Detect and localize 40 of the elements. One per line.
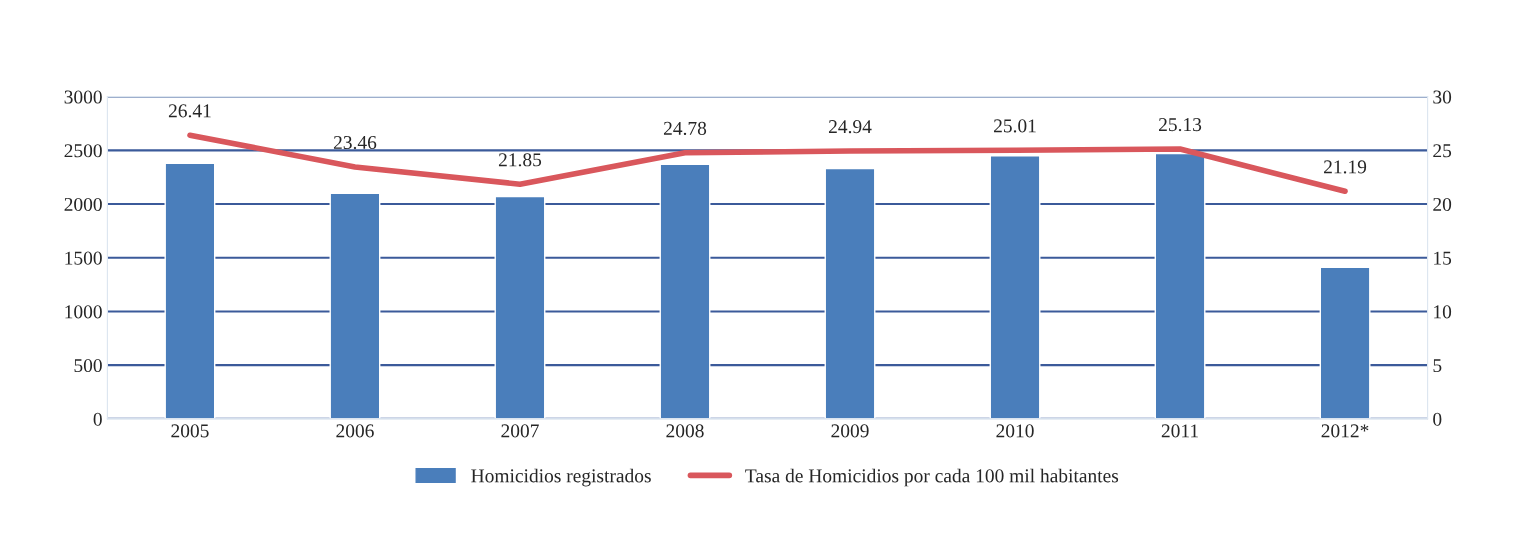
y2-tick-label: 20 bbox=[1433, 197, 1452, 211]
legend-label: Homicidios registrados bbox=[471, 468, 651, 487]
x-tick-label: 2010 bbox=[996, 424, 1034, 438]
y2-tick-label: 5 bbox=[1433, 359, 1442, 373]
data-label: 24.94 bbox=[828, 120, 872, 134]
data-label: 25.01 bbox=[994, 119, 1036, 133]
y2-tick-label: 15 bbox=[1434, 251, 1452, 265]
bar bbox=[494, 195, 546, 419]
y2-tick-label: 25 bbox=[1433, 144, 1452, 158]
x-tick-label: 2008 bbox=[666, 424, 704, 438]
y2-tick-label: 10 bbox=[1434, 305, 1452, 319]
y-tick-label: 2500 bbox=[64, 144, 102, 158]
x-tick-label: 2009 bbox=[831, 424, 869, 438]
bar bbox=[329, 192, 381, 419]
data-label: 25.13 bbox=[1159, 118, 1202, 132]
x-tick-label: 2005 bbox=[171, 424, 209, 438]
y-tick-label: 3000 bbox=[64, 90, 102, 104]
y-tick-label: 0 bbox=[93, 412, 102, 426]
data-label: 24.78 bbox=[663, 121, 707, 135]
legend-label: Tasa de Homicidios por cada 100 mil habitantes bbox=[745, 468, 1119, 487]
data-label: 21.19 bbox=[1324, 160, 1367, 174]
x-tick-label: 2011 bbox=[1161, 424, 1198, 438]
data-label: 26.41 bbox=[168, 104, 211, 118]
bar bbox=[1319, 266, 1371, 419]
data-label: 23.46 bbox=[333, 135, 377, 150]
x-tick-label: 2007 bbox=[501, 424, 539, 438]
y2-tick-label: 30 bbox=[1433, 90, 1452, 104]
bar bbox=[824, 167, 876, 419]
y-tick-label: 500 bbox=[74, 358, 102, 373]
x-tick-label: 2006 bbox=[336, 424, 374, 438]
y-tick-label: 1000 bbox=[65, 305, 102, 319]
y-tick-label: 1500 bbox=[65, 251, 102, 265]
bar bbox=[164, 162, 216, 419]
bar bbox=[659, 163, 711, 419]
bar bbox=[1154, 152, 1206, 419]
data-label: 21.85 bbox=[498, 153, 542, 167]
y2-tick-label: 0 bbox=[1433, 412, 1442, 426]
x-tick-label: 2012* bbox=[1321, 424, 1369, 438]
y-tick-label: 2000 bbox=[64, 197, 102, 211]
bar bbox=[989, 155, 1041, 419]
